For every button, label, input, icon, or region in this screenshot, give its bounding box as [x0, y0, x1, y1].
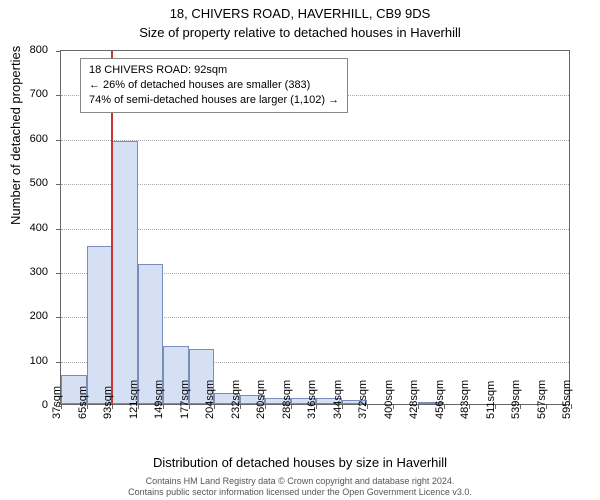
ytick-mark [56, 362, 61, 363]
histogram-bar [87, 246, 113, 404]
histogram-bar [112, 141, 138, 404]
annotation-box: 18 CHIVERS ROAD: 92sqm← 26% of detached … [80, 58, 348, 113]
chart-title: 18, CHIVERS ROAD, HAVERHILL, CB9 9DS [0, 0, 600, 23]
annotation-line: 18 CHIVERS ROAD: 92sqm [89, 63, 339, 78]
ytick-label: 400 [8, 222, 48, 234]
ytick-label: 500 [8, 177, 48, 189]
chart-container: 18, CHIVERS ROAD, HAVERHILL, CB9 9DS Siz… [0, 0, 600, 500]
ytick-label: 0 [8, 399, 48, 411]
x-axis-label: Distribution of detached houses by size … [0, 455, 600, 470]
chart-subtitle: Size of property relative to detached ho… [0, 25, 600, 40]
ytick-mark [56, 51, 61, 52]
ytick-mark [56, 95, 61, 96]
footer: Contains HM Land Registry data © Crown c… [0, 476, 600, 498]
ytick-label: 700 [8, 88, 48, 100]
ytick-label: 100 [8, 355, 48, 367]
ytick-mark [56, 317, 61, 318]
footer-line-1: Contains HM Land Registry data © Crown c… [0, 476, 600, 487]
ytick-label: 800 [8, 44, 48, 56]
ytick-mark [56, 273, 61, 274]
annotation-line: 74% of semi-detached houses are larger (… [89, 93, 339, 108]
ytick-mark [56, 229, 61, 230]
ytick-label: 600 [8, 133, 48, 145]
footer-line-2: Contains public sector information licen… [0, 487, 600, 498]
ytick-label: 200 [8, 310, 48, 322]
ytick-label: 300 [8, 266, 48, 278]
ytick-mark [56, 184, 61, 185]
ytick-mark [56, 140, 61, 141]
annotation-line: ← 26% of detached houses are smaller (38… [89, 78, 339, 93]
